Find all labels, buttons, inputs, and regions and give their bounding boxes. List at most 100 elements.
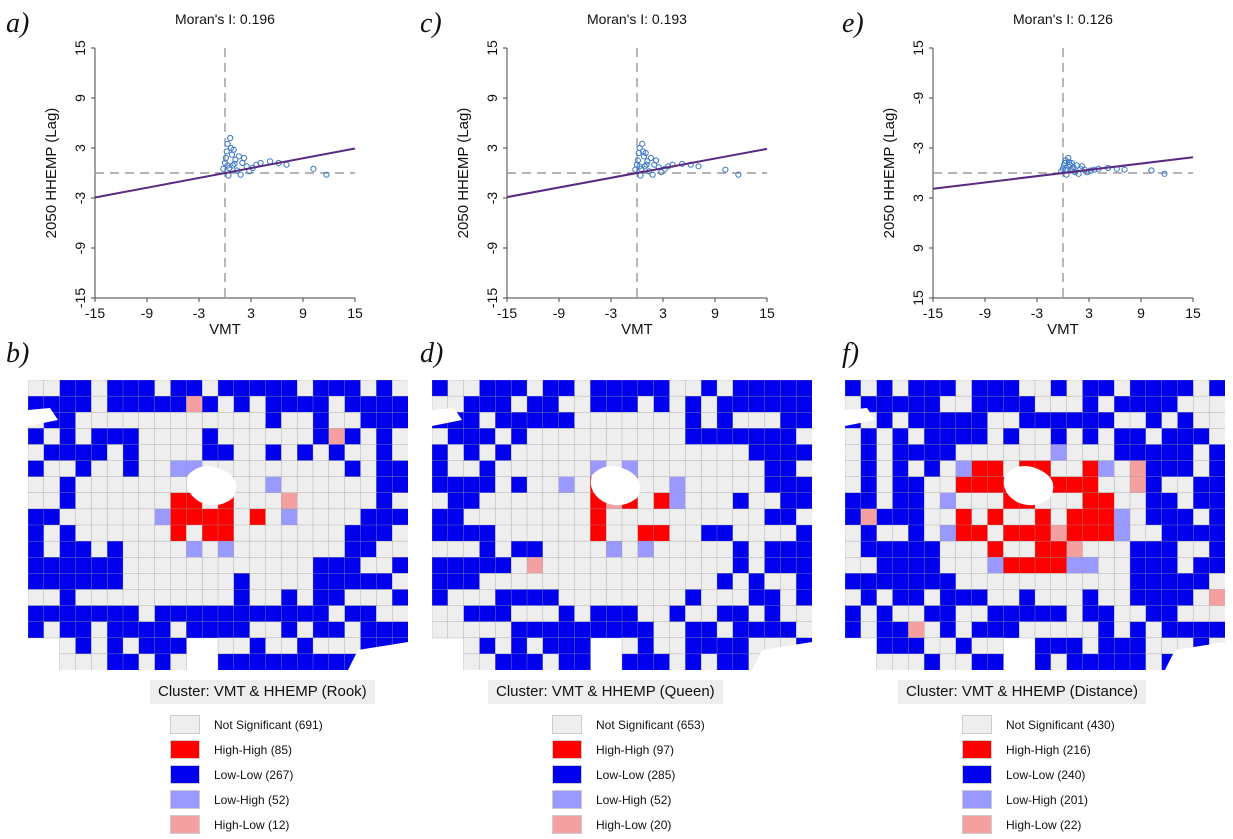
- tract: [1208, 476, 1225, 494]
- tract: [391, 412, 408, 429]
- tract: [154, 573, 171, 590]
- tract: [510, 589, 528, 606]
- tract: [75, 524, 92, 542]
- tract: [1193, 444, 1210, 461]
- tract: [732, 557, 750, 574]
- tract: [860, 508, 878, 526]
- tract: [955, 653, 973, 670]
- tract: [328, 605, 346, 623]
- tract: [249, 557, 266, 574]
- tract: [669, 540, 686, 558]
- tract: [764, 395, 781, 413]
- tract: [106, 492, 124, 510]
- tract: [732, 508, 750, 526]
- tract: [1193, 380, 1210, 397]
- tract: [1177, 444, 1194, 461]
- tract: [91, 460, 108, 478]
- x-tick-label: 9: [299, 305, 307, 321]
- tract: [1129, 476, 1147, 494]
- tract: [716, 508, 734, 526]
- tract: [716, 621, 734, 639]
- tract: [1161, 395, 1178, 413]
- legend-label: High-High (85): [214, 742, 293, 757]
- tract: [510, 492, 528, 510]
- tract: [764, 605, 781, 623]
- tract: [170, 492, 187, 510]
- tract: [971, 395, 988, 413]
- tract: [43, 605, 61, 623]
- tract: [748, 444, 765, 461]
- legend-swatch: [962, 740, 992, 759]
- tract: [1098, 589, 1115, 606]
- tract: [249, 621, 266, 639]
- tract: [1082, 395, 1099, 413]
- tract: [91, 573, 108, 590]
- tract: [510, 444, 528, 461]
- tract: [106, 395, 124, 413]
- tract: [1066, 428, 1083, 445]
- x-tick-label: 9: [711, 305, 719, 321]
- tract: [876, 428, 893, 445]
- tract: [495, 637, 512, 655]
- tract: [43, 524, 61, 542]
- tract: [154, 395, 171, 413]
- tract: [1034, 540, 1052, 558]
- tract: [1145, 524, 1163, 542]
- tract: [1003, 508, 1020, 526]
- tract: [590, 412, 607, 429]
- tract: [138, 395, 156, 413]
- tract: [1145, 412, 1163, 429]
- tract: [265, 476, 282, 494]
- tract: [780, 589, 797, 606]
- tract: [908, 540, 925, 558]
- tract: [463, 557, 480, 574]
- tract: [376, 380, 393, 397]
- tract: [296, 637, 314, 655]
- tract: [376, 444, 393, 461]
- map-edge-gap: [752, 642, 812, 670]
- tract: [637, 444, 655, 461]
- map-edge-gap: [1165, 642, 1225, 670]
- tract: [1177, 524, 1194, 542]
- tract: [1018, 605, 1036, 623]
- tract: [653, 621, 670, 639]
- tract: [939, 637, 957, 655]
- tract: [700, 557, 718, 574]
- tract: [700, 428, 718, 445]
- tract: [1066, 557, 1083, 574]
- tract: [1050, 412, 1068, 429]
- tract: [558, 412, 575, 429]
- tract: [892, 492, 909, 510]
- tract: [510, 605, 528, 623]
- tract: [1034, 557, 1052, 574]
- scatter-point: [323, 171, 330, 178]
- tract: [685, 573, 702, 590]
- tract: [217, 524, 235, 542]
- tract: [1113, 428, 1131, 445]
- tract: [233, 653, 251, 670]
- tract: [923, 653, 941, 670]
- tract: [1003, 589, 1020, 606]
- tract: [328, 380, 346, 397]
- tract: [764, 476, 781, 494]
- tract: [590, 557, 607, 574]
- tract: [328, 653, 346, 670]
- tract: [312, 508, 330, 526]
- moran-scatterplot-distance: Moran's I: 0.126 -15 -9 -3 3 9 15 15 9 3 -3 -9 15 VMT…: [881, 11, 1201, 338]
- tract: [700, 380, 718, 397]
- tract: [1193, 589, 1210, 606]
- scatter-point: [1148, 167, 1155, 174]
- tract: [1129, 444, 1147, 461]
- tract: [296, 444, 314, 461]
- tract: [795, 412, 812, 429]
- tract: [447, 460, 465, 478]
- panel-letter-b: b): [6, 338, 30, 369]
- tract: [281, 621, 298, 639]
- y-tick-label: -15: [72, 288, 88, 308]
- tract: [748, 540, 765, 558]
- tract: [1082, 508, 1099, 526]
- tract: [1145, 621, 1163, 639]
- tract: [700, 637, 718, 655]
- lisa-cluster-map-rook: [28, 380, 408, 670]
- tract: [605, 540, 623, 558]
